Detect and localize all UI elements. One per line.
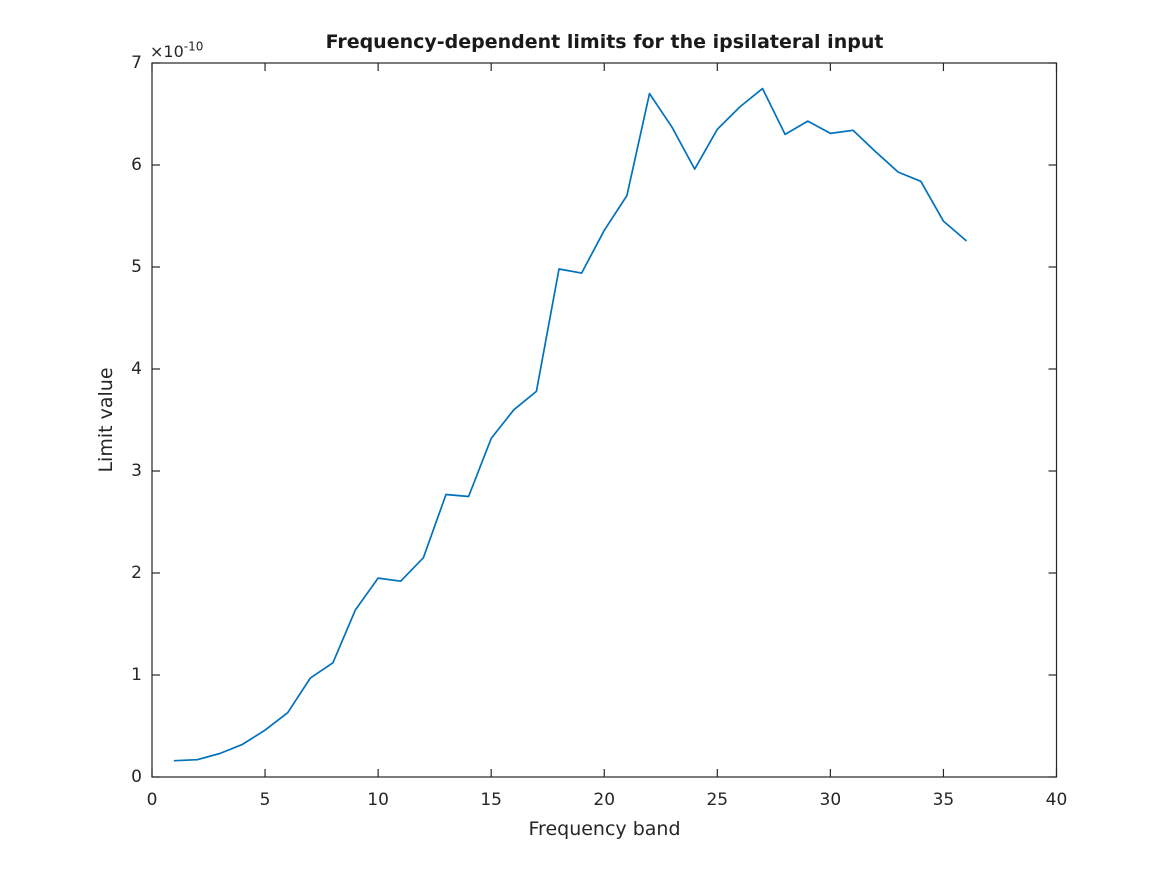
- x-tick-label: 10: [367, 790, 389, 810]
- x-tick-label: 20: [593, 790, 615, 810]
- x-tick-label: 15: [480, 790, 502, 810]
- axes-outline: [151, 62, 1058, 778]
- y-tick-label: 4: [131, 359, 142, 379]
- x-tick-label: 0: [147, 790, 158, 810]
- data-line: [173, 87, 967, 762]
- x-tick-label: 25: [706, 790, 728, 810]
- chart-title: Frequency-dependent limits for the ipsil…: [325, 31, 884, 53]
- y-tick-label: 1: [131, 665, 142, 685]
- y-tick-label: 5: [131, 257, 142, 277]
- x-tick-label: 30: [820, 790, 842, 810]
- y-tick-label: 6: [131, 155, 142, 175]
- y-axis-multiplier: ×10-10: [150, 39, 204, 61]
- multiplier-exponent: -10: [183, 39, 204, 54]
- tick-marks: [151, 62, 1058, 778]
- tick-labels: 0 5 10 15 20 25 30 35 40 0 1 2 3 4 5 6 7: [131, 53, 1067, 810]
- y-tick-label: 7: [131, 53, 142, 73]
- y-tick-label: 0: [131, 767, 142, 787]
- x-tick-label: 5: [260, 790, 271, 810]
- multiplier-base: ×10: [150, 42, 184, 61]
- x-axis-label: Frequency band: [528, 818, 681, 840]
- y-tick-label: 2: [131, 563, 142, 583]
- x-tick-label: 35: [933, 790, 955, 810]
- y-tick-label: 3: [131, 461, 142, 481]
- x-tick-label: 40: [1046, 790, 1068, 810]
- y-axis-label: Limit value: [95, 367, 117, 473]
- axes-box: [151, 62, 1058, 778]
- series-line-limit: [173, 87, 967, 762]
